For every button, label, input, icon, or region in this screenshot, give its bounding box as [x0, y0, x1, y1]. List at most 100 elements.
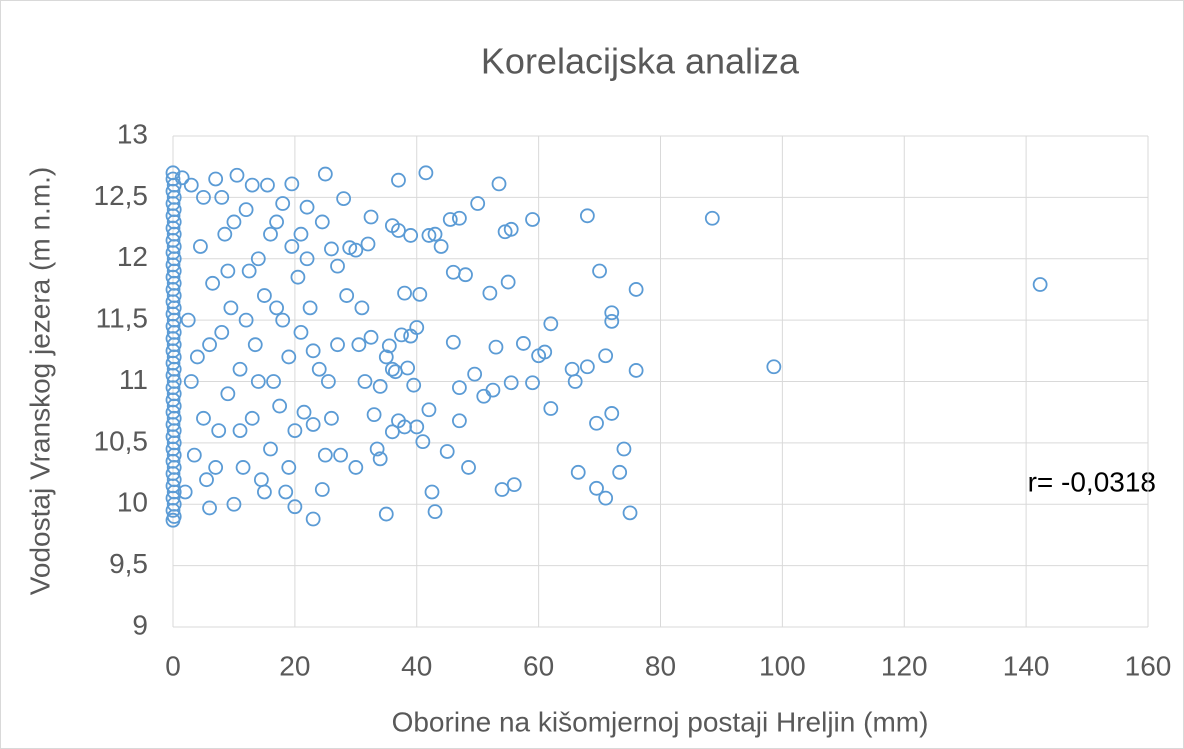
scatter-point: [208, 171, 224, 187]
scatter-point: [433, 239, 449, 254]
scatter-point: [488, 339, 504, 355]
y-tick-label: 10,5: [94, 425, 149, 456]
scatter-point: [394, 327, 409, 343]
scatter-point: [250, 374, 266, 389]
scatter-point: [418, 165, 434, 181]
scatter-point: [366, 407, 382, 423]
scatter-point: [391, 172, 406, 188]
scatter-point: [232, 361, 248, 377]
x-tick-label: 100: [759, 650, 806, 681]
scatter-point: [214, 189, 230, 205]
scatter-point: [363, 329, 379, 345]
scatter-point: [616, 441, 632, 457]
scatter-point: [372, 451, 388, 467]
scatter-point: [183, 374, 199, 389]
scatter-point: [354, 300, 370, 316]
scatter-point: [235, 460, 251, 475]
scatter-point: [330, 258, 345, 274]
scatter-point: [311, 361, 327, 377]
y-tick-label: 11,5: [96, 303, 148, 334]
scatter-point: [415, 434, 431, 450]
scatter-point: [299, 251, 315, 267]
scatter-point: [381, 338, 397, 354]
scatter-point: [220, 263, 236, 279]
scatter-point: [180, 312, 196, 328]
scatter-point: [281, 349, 297, 365]
scatter-point: [525, 375, 540, 391]
scatter-point: [214, 324, 230, 340]
scatter-point: [424, 484, 440, 500]
scatter-point: [238, 202, 254, 218]
scatter-point: [378, 349, 394, 365]
scatter-point: [257, 484, 272, 500]
scatter-point: [269, 214, 284, 230]
scatter-point: [1032, 277, 1048, 292]
scatter-point: [604, 313, 620, 329]
scatter-point: [223, 300, 239, 316]
x-tick-label: 0: [165, 650, 181, 681]
scatter-point: [494, 482, 510, 497]
scatter-point: [266, 374, 281, 389]
scatter-point: [241, 263, 257, 279]
scatter-point: [452, 380, 467, 396]
scatter-point: [482, 285, 498, 301]
y-tick-label: 11: [119, 364, 148, 395]
scatter-point: [232, 423, 248, 439]
scatter-point: [293, 324, 309, 340]
scatter-point: [357, 374, 373, 389]
scatter-point: [369, 441, 385, 457]
x-tick-label: 140: [1003, 650, 1050, 681]
scatter-point: [388, 364, 403, 380]
scatter-point: [628, 282, 644, 297]
scatter-point: [320, 374, 336, 389]
scatter-point: [543, 401, 559, 416]
scatter-point: [363, 209, 379, 225]
scatter-point: [305, 511, 321, 527]
scatter-point: [506, 477, 522, 493]
scatter-point: [470, 196, 486, 211]
scatter-point: [165, 171, 181, 187]
scatter-point: [305, 417, 321, 432]
scatter-point: [208, 460, 224, 475]
x-axis-title: Oborine na kišomjernoj postaji Hreljin (…: [392, 706, 929, 737]
scatter-point: [290, 269, 306, 285]
scatter-point: [704, 210, 720, 226]
scatter-point: [515, 336, 531, 351]
scatter-point: [263, 226, 278, 242]
x-tick-label: 160: [1125, 650, 1172, 681]
annotation: r= -0,0318: [1028, 466, 1156, 497]
scatter-point: [217, 226, 233, 242]
scatter-point: [421, 228, 437, 243]
scatter-point: [238, 312, 254, 328]
scatter-point: [324, 410, 339, 426]
scatter-point: [174, 170, 190, 186]
scatter-point: [183, 177, 199, 193]
scatter-point: [531, 348, 547, 364]
scatter-point: [263, 441, 278, 457]
scatter-point: [403, 328, 419, 344]
scatter-point: [330, 337, 345, 353]
x-tick-label: 20: [279, 650, 310, 681]
scatter-point: [196, 189, 211, 205]
scatter-point: [461, 460, 476, 475]
scatter-point: [570, 464, 586, 480]
scatter-point: [476, 388, 492, 404]
x-tick-label: 120: [881, 650, 928, 681]
scatter-point: [250, 251, 266, 267]
x-tick-label: 60: [523, 650, 554, 681]
scatter-point: [452, 413, 467, 429]
scatter-point: [503, 375, 519, 391]
scatter-point: [592, 263, 607, 279]
scatter-point: [205, 275, 221, 291]
scatter-point: [372, 379, 388, 394]
chart-title: Korelacijska analiza: [481, 41, 800, 82]
scatter-point: [543, 316, 559, 332]
y-axis-title: Vodostaj Vranskog jezera (m n.m.): [24, 167, 55, 595]
scatter-point: [244, 177, 260, 193]
scatter-point: [500, 274, 516, 290]
scatter-point: [442, 212, 458, 227]
y-tick-label: 10: [117, 487, 148, 518]
scatter-point: [296, 404, 312, 420]
